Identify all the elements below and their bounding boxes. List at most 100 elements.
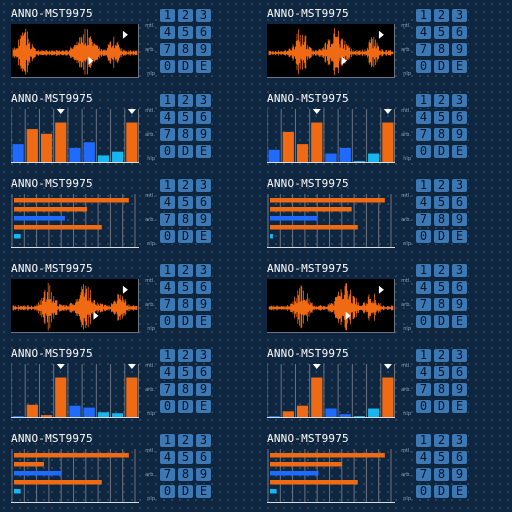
key-0-button[interactable]: 0 <box>159 484 176 499</box>
key-e-button[interactable]: E <box>451 229 468 244</box>
key-0-button[interactable]: 0 <box>415 314 432 329</box>
key-d-button[interactable]: D <box>433 229 450 244</box>
key-9-button[interactable]: 9 <box>195 297 212 312</box>
key-7-button[interactable]: 7 <box>159 127 176 142</box>
key-6-button[interactable]: 6 <box>451 110 468 125</box>
key-8-button[interactable]: 8 <box>177 127 194 142</box>
key-8-button[interactable]: 8 <box>433 467 450 482</box>
key-1-button[interactable]: 1 <box>159 178 176 193</box>
key-3-button[interactable]: 3 <box>451 348 468 363</box>
key-8-button[interactable]: 8 <box>433 382 450 397</box>
key-2-button[interactable]: 2 <box>177 8 194 23</box>
key-8-button[interactable]: 8 <box>177 382 194 397</box>
key-2-button[interactable]: 2 <box>177 348 194 363</box>
key-2-button[interactable]: 2 <box>433 93 450 108</box>
key-6-button[interactable]: 6 <box>195 450 212 465</box>
key-7-button[interactable]: 7 <box>415 467 432 482</box>
key-6-button[interactable]: 6 <box>451 195 468 210</box>
key-4-button[interactable]: 4 <box>159 110 176 125</box>
key-5-button[interactable]: 5 <box>433 110 450 125</box>
key-7-button[interactable]: 7 <box>415 42 432 57</box>
key-4-button[interactable]: 4 <box>415 365 432 380</box>
key-0-button[interactable]: 0 <box>159 59 176 74</box>
key-8-button[interactable]: 8 <box>433 42 450 57</box>
key-3-button[interactable]: 3 <box>195 263 212 278</box>
key-3-button[interactable]: 3 <box>195 93 212 108</box>
key-9-button[interactable]: 9 <box>451 297 468 312</box>
key-d-button[interactable]: D <box>177 399 194 414</box>
key-9-button[interactable]: 9 <box>451 42 468 57</box>
key-9-button[interactable]: 9 <box>451 467 468 482</box>
key-8-button[interactable]: 8 <box>177 467 194 482</box>
key-7-button[interactable]: 7 <box>159 212 176 227</box>
key-5-button[interactable]: 5 <box>433 450 450 465</box>
key-9-button[interactable]: 9 <box>195 127 212 142</box>
key-2-button[interactable]: 2 <box>177 263 194 278</box>
key-5-button[interactable]: 5 <box>177 110 194 125</box>
key-4-button[interactable]: 4 <box>159 195 176 210</box>
key-7-button[interactable]: 7 <box>159 467 176 482</box>
key-e-button[interactable]: E <box>195 314 212 329</box>
key-4-button[interactable]: 4 <box>159 280 176 295</box>
key-d-button[interactable]: D <box>433 59 450 74</box>
key-3-button[interactable]: 3 <box>451 263 468 278</box>
key-8-button[interactable]: 8 <box>433 212 450 227</box>
key-8-button[interactable]: 8 <box>177 212 194 227</box>
key-6-button[interactable]: 6 <box>195 365 212 380</box>
key-7-button[interactable]: 7 <box>159 382 176 397</box>
key-d-button[interactable]: D <box>177 314 194 329</box>
key-1-button[interactable]: 1 <box>159 93 176 108</box>
key-e-button[interactable]: E <box>451 314 468 329</box>
key-2-button[interactable]: 2 <box>177 178 194 193</box>
key-5-button[interactable]: 5 <box>177 365 194 380</box>
key-2-button[interactable]: 2 <box>433 8 450 23</box>
key-9-button[interactable]: 9 <box>451 212 468 227</box>
key-6-button[interactable]: 6 <box>195 25 212 40</box>
key-1-button[interactable]: 1 <box>159 263 176 278</box>
key-e-button[interactable]: E <box>451 144 468 159</box>
key-6-button[interactable]: 6 <box>451 365 468 380</box>
key-4-button[interactable]: 4 <box>415 195 432 210</box>
key-3-button[interactable]: 3 <box>195 178 212 193</box>
key-3-button[interactable]: 3 <box>195 348 212 363</box>
key-5-button[interactable]: 5 <box>177 450 194 465</box>
key-3-button[interactable]: 3 <box>451 93 468 108</box>
key-3-button[interactable]: 3 <box>451 178 468 193</box>
key-e-button[interactable]: E <box>451 59 468 74</box>
key-6-button[interactable]: 6 <box>195 110 212 125</box>
key-e-button[interactable]: E <box>195 59 212 74</box>
key-d-button[interactable]: D <box>177 484 194 499</box>
key-9-button[interactable]: 9 <box>195 467 212 482</box>
key-2-button[interactable]: 2 <box>433 263 450 278</box>
key-0-button[interactable]: 0 <box>415 484 432 499</box>
key-7-button[interactable]: 7 <box>415 212 432 227</box>
key-d-button[interactable]: D <box>433 484 450 499</box>
key-5-button[interactable]: 5 <box>177 25 194 40</box>
key-4-button[interactable]: 4 <box>415 110 432 125</box>
key-9-button[interactable]: 9 <box>451 382 468 397</box>
key-7-button[interactable]: 7 <box>415 382 432 397</box>
key-8-button[interactable]: 8 <box>433 127 450 142</box>
key-4-button[interactable]: 4 <box>159 25 176 40</box>
key-7-button[interactable]: 7 <box>415 127 432 142</box>
key-d-button[interactable]: D <box>433 144 450 159</box>
key-9-button[interactable]: 9 <box>195 382 212 397</box>
key-2-button[interactable]: 2 <box>433 433 450 448</box>
key-7-button[interactable]: 7 <box>415 297 432 312</box>
key-e-button[interactable]: E <box>195 229 212 244</box>
key-4-button[interactable]: 4 <box>159 365 176 380</box>
key-3-button[interactable]: 3 <box>195 8 212 23</box>
key-5-button[interactable]: 5 <box>433 280 450 295</box>
key-7-button[interactable]: 7 <box>159 42 176 57</box>
key-3-button[interactable]: 3 <box>451 433 468 448</box>
key-9-button[interactable]: 9 <box>195 42 212 57</box>
key-e-button[interactable]: E <box>451 399 468 414</box>
key-1-button[interactable]: 1 <box>415 178 432 193</box>
key-8-button[interactable]: 8 <box>177 42 194 57</box>
key-1-button[interactable]: 1 <box>415 93 432 108</box>
key-9-button[interactable]: 9 <box>195 212 212 227</box>
key-5-button[interactable]: 5 <box>433 25 450 40</box>
key-4-button[interactable]: 4 <box>415 450 432 465</box>
key-9-button[interactable]: 9 <box>451 127 468 142</box>
key-2-button[interactable]: 2 <box>433 178 450 193</box>
